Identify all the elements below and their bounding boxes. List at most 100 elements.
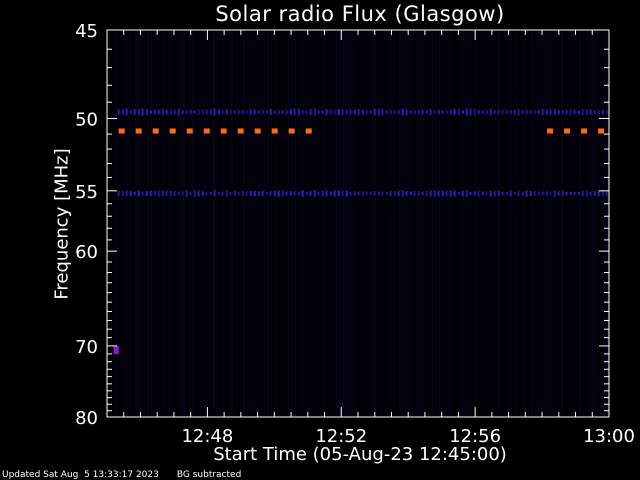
emission-band-segment	[261, 110, 264, 114]
emission-band-segment	[605, 109, 608, 115]
emission-band-segment	[257, 191, 260, 196]
emission-band-segment	[237, 110, 240, 115]
emission-band-segment	[393, 110, 396, 115]
emission-band-segment	[577, 110, 580, 114]
emission-band-segment	[461, 110, 464, 114]
emission-band-segment	[285, 191, 288, 196]
emission-band-segment	[221, 191, 224, 196]
emission-band-segment	[197, 190, 200, 197]
emission-band-segment	[149, 190, 152, 197]
emission-band-segment	[597, 109, 600, 115]
emission-band-segment	[209, 191, 212, 195]
emission-band-segment	[369, 110, 372, 114]
emission-band-segment	[565, 191, 568, 196]
emission-band-segment	[389, 109, 392, 115]
emission-band-segment	[409, 191, 412, 196]
x-tick-label: 12:48	[181, 426, 233, 447]
emission-band-segment	[125, 190, 128, 197]
emission-band-segment	[365, 109, 368, 115]
emission-band-segment	[533, 191, 536, 196]
emission-band-segment	[585, 109, 588, 115]
emission-band-segment	[305, 110, 308, 114]
emission-band-segment	[313, 108, 316, 116]
emission-band-segment	[117, 109, 120, 115]
emission-band-segment	[481, 110, 484, 114]
y-tick-label: 55	[75, 182, 98, 203]
emission-band-segment	[421, 109, 424, 115]
emission-band-segment	[253, 190, 256, 197]
emission-band-segment	[397, 109, 400, 115]
emission-band-segment	[333, 109, 336, 115]
emission-band-segment	[457, 191, 460, 195]
emission-band-segment	[229, 191, 232, 196]
emission-band-segment	[281, 190, 284, 197]
y-tick-label: 80	[75, 408, 98, 429]
emission-band-segment	[545, 191, 548, 196]
emission-band-segment	[129, 190, 132, 197]
emission-band-segment	[341, 109, 344, 115]
emission-band-segment	[565, 109, 568, 115]
emission-band-segment	[186, 128, 193, 134]
emission-band-segment	[501, 110, 504, 115]
emission-band-segment	[537, 191, 540, 196]
emission-band-segment	[213, 108, 216, 116]
emission-band-segment	[121, 109, 124, 115]
emission-band-segment	[421, 191, 424, 196]
emission-band-segment	[325, 190, 328, 197]
emission-band-segment	[233, 190, 236, 197]
emission-band-segment	[221, 110, 224, 114]
emission-band-segment	[345, 109, 348, 115]
y-tick-label: 45	[75, 21, 98, 42]
emission-band-segment	[461, 190, 464, 197]
emission-band-segment	[181, 110, 184, 114]
emission-band-segment	[118, 128, 125, 134]
emission-band-segment	[401, 190, 404, 197]
emission-band-segment	[553, 190, 556, 197]
emission-band-segment	[365, 191, 368, 196]
emission-band-segment	[261, 190, 264, 197]
emission-band-segment	[289, 109, 292, 115]
emission-band-segment	[589, 109, 592, 115]
emission-band-segment	[549, 109, 552, 115]
emission-band-segment	[197, 109, 200, 115]
emission-band-segment	[161, 108, 164, 116]
emission-band-segment	[341, 190, 344, 197]
emission-band-segment	[445, 190, 448, 197]
emission-band-segment	[433, 190, 436, 197]
emission-band-segment	[405, 109, 408, 115]
emission-band-segment	[381, 191, 384, 196]
emission-band-segment	[425, 190, 428, 197]
emission-band-segment	[201, 109, 204, 115]
emission-band-segment	[325, 109, 328, 115]
emission-band-segment	[409, 110, 412, 114]
emission-band-segment	[485, 191, 488, 196]
footer: Updated Sat Aug 5 13:33:17 2023 BG subtra…	[2, 470, 259, 480]
emission-band-segment	[305, 191, 308, 195]
emission-band-segment	[249, 190, 252, 197]
emission-band-segment	[141, 108, 144, 116]
emission-band-segment	[489, 108, 492, 116]
emission-band-segment	[561, 110, 564, 115]
emission-band-segment	[497, 190, 500, 197]
emission-band-segment	[137, 108, 140, 116]
emission-band-segment	[385, 110, 388, 114]
emission-band-segment	[165, 109, 168, 115]
plot-area	[107, 30, 609, 417]
emission-band-segment	[429, 190, 432, 197]
emission-band-segment	[541, 191, 544, 196]
emission-band-segment	[437, 109, 440, 115]
emission-band-segment	[169, 190, 172, 197]
emission-band-segment	[581, 190, 584, 197]
emission-band-segment	[564, 128, 571, 134]
emission-band-segment	[153, 191, 156, 196]
emission-band-segment	[185, 189, 188, 197]
emission-band-segment	[277, 190, 280, 197]
emission-band-segment	[453, 109, 456, 115]
emission-band-segment	[357, 191, 360, 196]
emission-band-segment	[133, 109, 136, 115]
emission-band-segment	[457, 108, 460, 116]
emission-band-segment	[273, 190, 276, 197]
emission-band-segment	[433, 110, 436, 114]
emission-band-segment	[329, 109, 332, 115]
